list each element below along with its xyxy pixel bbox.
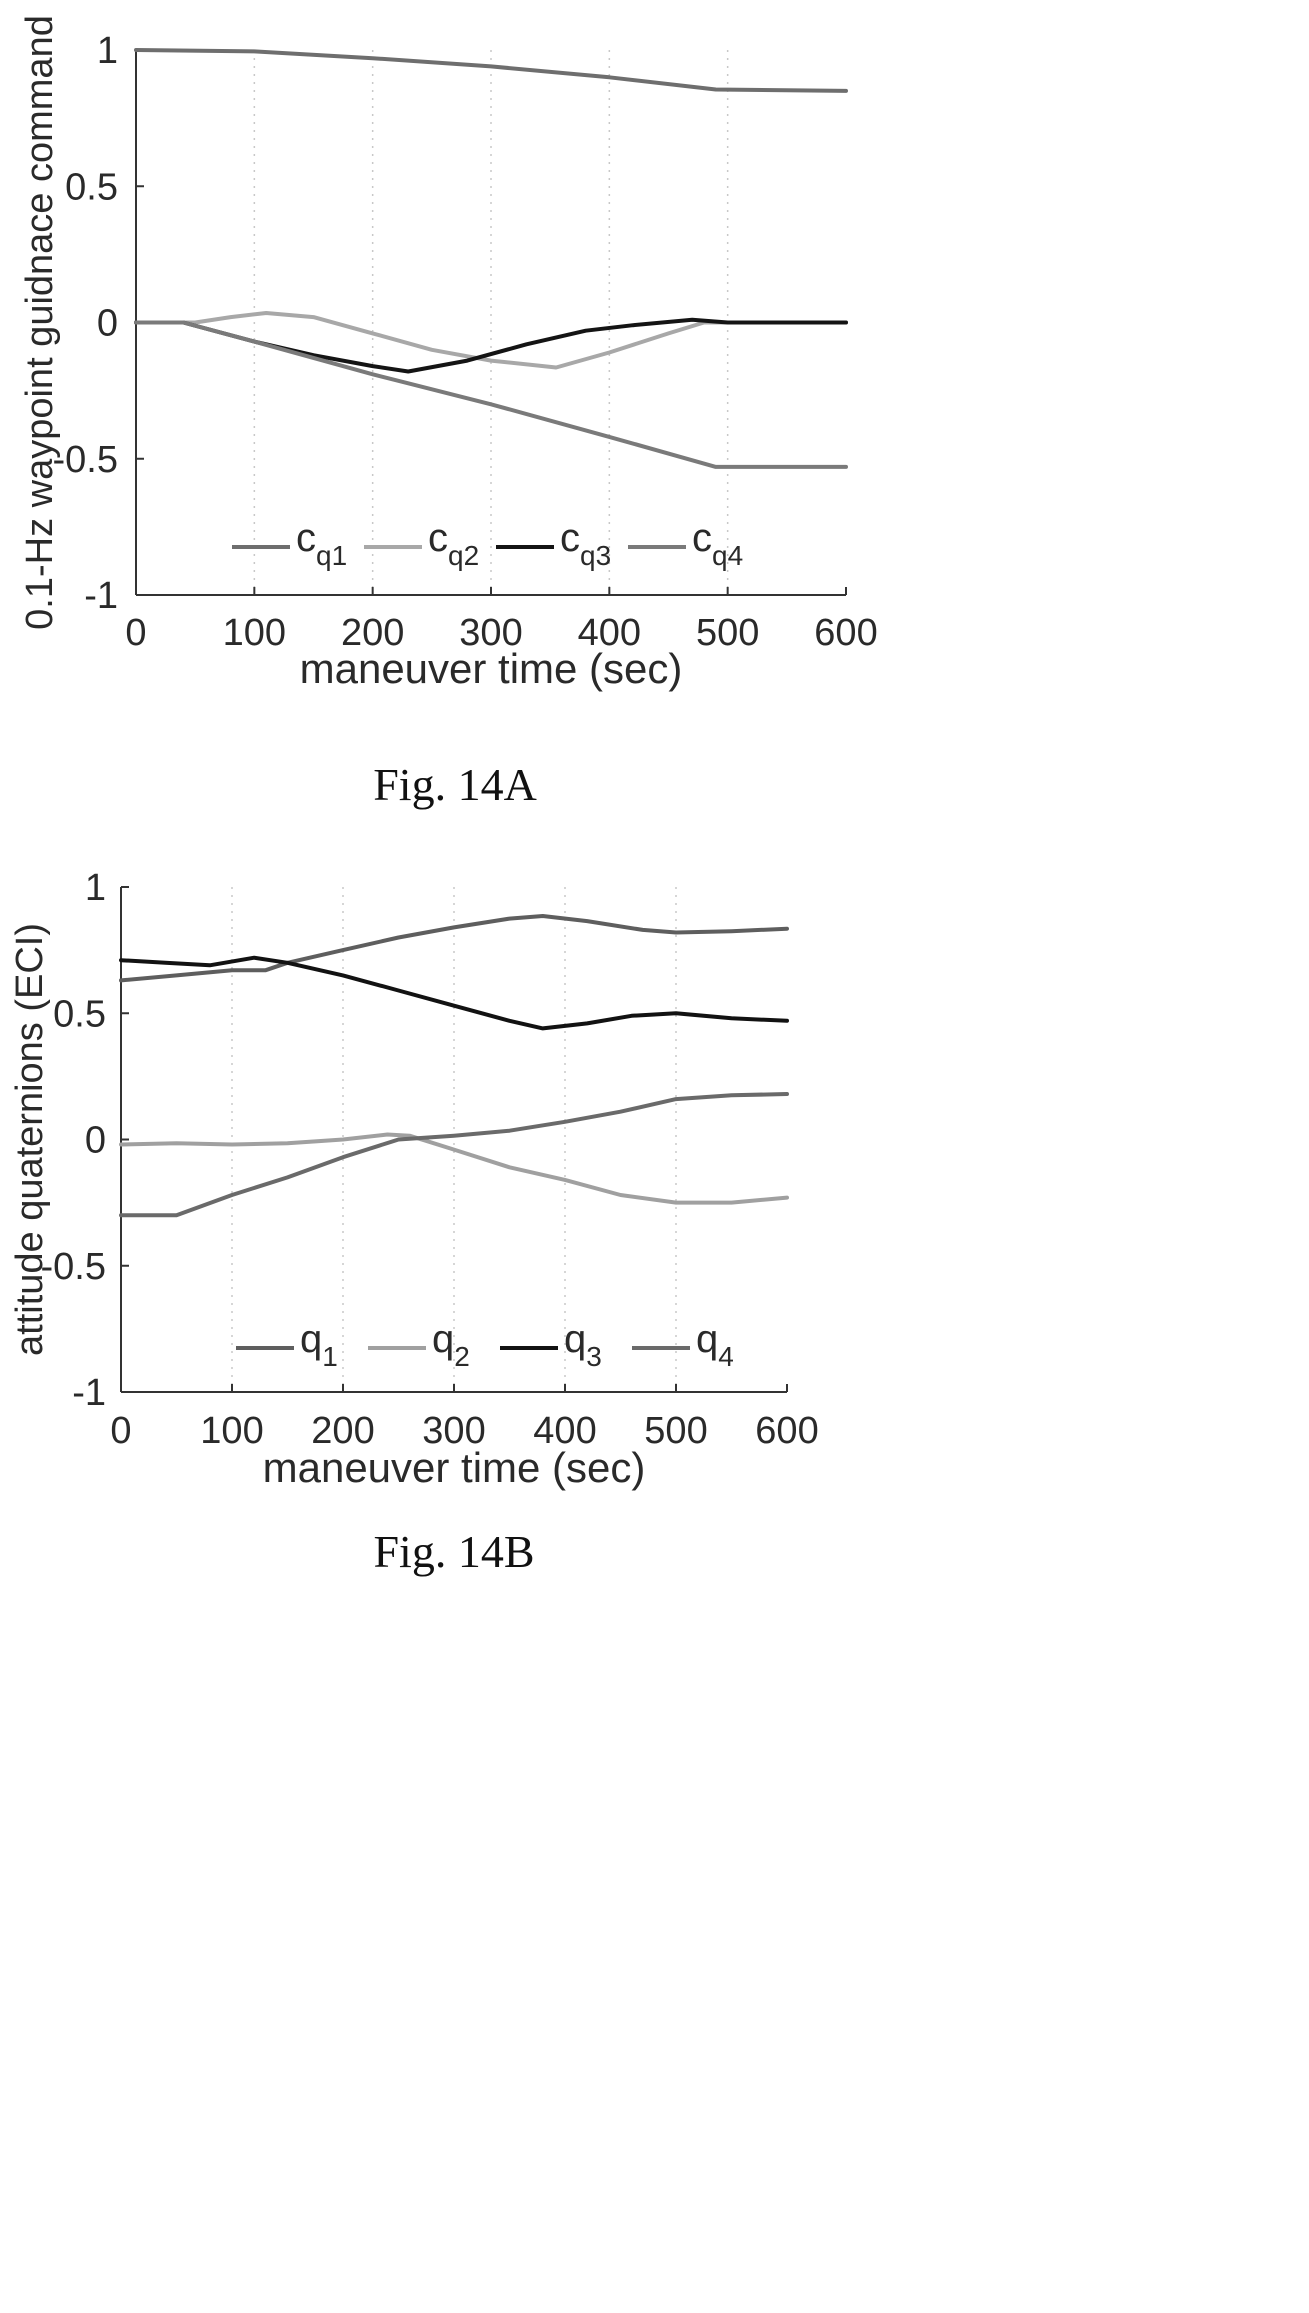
x-tick-label: 300 (422, 1410, 485, 1452)
x-tick-label: 200 (341, 612, 404, 654)
legend-label: cq3 (560, 516, 611, 571)
y-tick-label: 0 (97, 303, 118, 345)
series-line-cq4 (134, 320, 848, 469)
legend-label-name: c (560, 516, 580, 560)
x-tick-label: 300 (459, 612, 522, 654)
y-tick-label: 0.5 (53, 993, 106, 1035)
legend-label: q3 (564, 1317, 602, 1372)
series-line-cq2 (134, 311, 848, 370)
legend-label-subscript: q4 (712, 540, 743, 571)
legend-label-name: c (692, 516, 712, 560)
figure-caption: Fig. 14A (373, 759, 537, 810)
y-tick-label: 0 (85, 1120, 106, 1162)
y-axis-label: 0.1-Hz waypoint guidnace command (19, 15, 61, 630)
legend-label-name: c (428, 516, 448, 560)
legend-label: cq2 (428, 516, 479, 571)
chart-fig-14a: 0 100 200 300 400 500 600 -1 -0.5 0 0.5 1 maneuver t… (19, 15, 878, 810)
legend-label-subscript: q3 (580, 540, 611, 571)
legend-label-subscript: 1 (322, 1341, 338, 1372)
figure-caption: Fig. 14B (373, 1526, 534, 1577)
x-tick-label: 100 (223, 612, 286, 654)
legend-label: q1 (300, 1317, 338, 1372)
y-tick-label: 1 (97, 30, 118, 72)
legend-label: cq1 (296, 516, 347, 571)
x-tick-label: 200 (311, 1410, 374, 1452)
x-tick-label: 600 (755, 1410, 818, 1452)
legend-label-subscript: q2 (448, 540, 479, 571)
y-tick-label: 1 (85, 867, 106, 909)
legend-label: cq4 (692, 516, 743, 571)
x-axis-label: maneuver time (sec) (263, 1444, 646, 1491)
legend-label-name: q (300, 1317, 322, 1361)
legend-label-name: q (564, 1317, 586, 1361)
y-tick-label: -1 (84, 575, 118, 617)
chart-fig-14b: 0 100 200 300 400 500 600 -1 -0.5 0 0.5 1 maneuver t… (9, 867, 819, 1577)
x-tick-label: 500 (644, 1410, 707, 1452)
legend-label-name: q (696, 1317, 718, 1361)
legend-label-name: c (296, 516, 316, 560)
series-line-cq1 (134, 48, 848, 93)
y-tick-label: -0.5 (53, 439, 118, 481)
legend-label-subscript: q1 (316, 540, 347, 571)
y-tick-label: -1 (72, 1372, 106, 1414)
x-axis-label: maneuver time (sec) (300, 645, 683, 692)
legend-label-subscript: 2 (454, 1341, 470, 1372)
legend-label-subscript: 3 (586, 1341, 602, 1372)
series-line-q3 (119, 955, 789, 1031)
x-tick-label: 500 (696, 612, 759, 654)
series-line-q1 (119, 914, 789, 983)
legend-label-name: q (432, 1317, 454, 1361)
x-tick-label: 400 (578, 612, 641, 654)
y-tick-label: 0.5 (65, 166, 118, 208)
legend-label: q4 (696, 1317, 734, 1372)
x-tick-label: 0 (125, 612, 146, 654)
legend-label-subscript: 4 (718, 1341, 734, 1372)
y-axis-label: attitude quaternions (ECI) (9, 923, 51, 1356)
legend-label: q2 (432, 1317, 470, 1372)
y-tick-label: -0.5 (41, 1246, 106, 1288)
x-tick-label: 100 (200, 1410, 263, 1452)
x-tick-label: 0 (110, 1410, 131, 1452)
x-tick-label: 400 (533, 1410, 596, 1452)
series-line-q4 (119, 1092, 789, 1218)
x-tick-label: 600 (814, 612, 877, 654)
series-line-q2 (119, 1132, 789, 1205)
